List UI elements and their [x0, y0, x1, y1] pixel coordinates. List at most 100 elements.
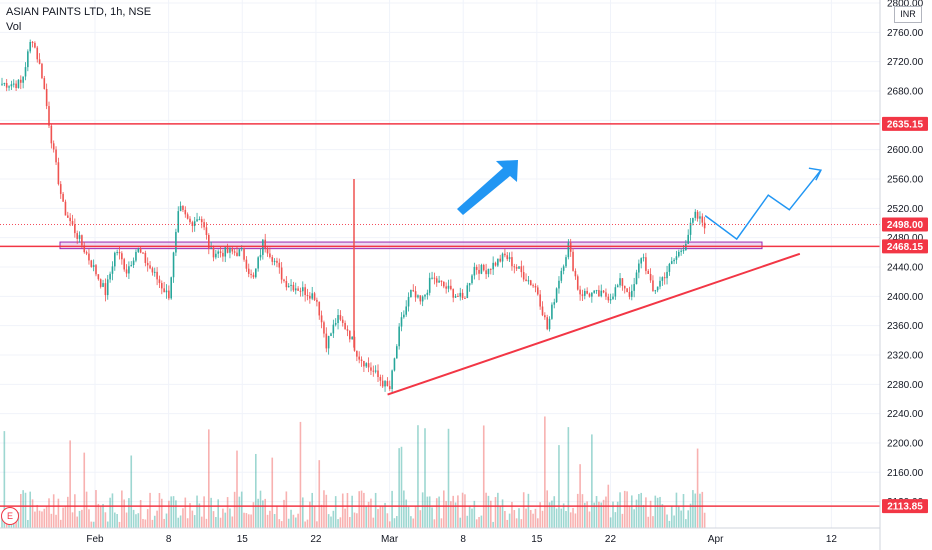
candle-body — [283, 279, 285, 281]
candle-body — [184, 209, 187, 215]
volume-bar — [527, 493, 530, 528]
volume-bar — [602, 499, 605, 528]
candle-body — [257, 257, 259, 269]
candle-body — [114, 252, 116, 267]
candle-body — [269, 253, 271, 258]
candle-body — [555, 288, 558, 303]
volume-bar — [668, 520, 671, 528]
candle-body — [621, 278, 624, 286]
volume-bar — [356, 513, 358, 528]
candle-body — [602, 290, 605, 293]
price-label-box — [882, 116, 928, 131]
candle-body — [156, 271, 158, 280]
volume-bar — [699, 493, 701, 528]
volume-bar — [198, 503, 201, 528]
candle-body — [377, 370, 379, 378]
candle-body — [330, 333, 332, 336]
candle-body — [24, 67, 27, 77]
currency-button[interactable]: INR — [894, 6, 922, 23]
volume-bar — [175, 500, 177, 528]
volume-label: Vol — [6, 21, 22, 33]
x-tick-label: 15 — [531, 534, 543, 545]
volume-bar — [92, 521, 95, 528]
candle-body — [210, 247, 212, 249]
price-axis[interactable]: 2800.002760.002720.002680.002640.002600.… — [879, 0, 924, 550]
volume-bar — [631, 495, 633, 528]
time-axis[interactable]: Feb 8 15 22 Mar 8 15 22 Apr 12 — [0, 527, 880, 545]
candle-body — [633, 284, 635, 291]
candle-body — [593, 290, 595, 293]
candle-body — [616, 285, 619, 288]
candle-body — [332, 324, 335, 334]
y-tick-label: 2480.00 — [887, 233, 924, 244]
candle-body — [675, 256, 678, 260]
volume-bar — [273, 514, 276, 528]
volume-bar — [654, 495, 657, 528]
volume-bar — [74, 494, 76, 528]
candle-body — [304, 287, 306, 296]
candle-body — [445, 286, 447, 289]
candle-body — [696, 211, 699, 219]
candle-body — [349, 330, 351, 340]
volume-bar — [405, 499, 407, 528]
volume-bar — [499, 506, 501, 528]
volume-bar — [304, 521, 306, 528]
candle-body — [240, 248, 243, 250]
candle-body — [428, 277, 431, 293]
candle-body — [59, 184, 62, 194]
volume-bar — [128, 498, 130, 528]
candle-body — [581, 294, 584, 296]
candle-body — [450, 285, 452, 290]
candle-body — [132, 260, 135, 266]
candle-body — [88, 253, 90, 261]
volume-bar — [264, 498, 266, 528]
candle-body — [175, 231, 177, 253]
price-labels: 2635.15 2498.00 2468.15 2113.85 — [882, 116, 928, 514]
volume-bar — [316, 521, 318, 528]
volume-bar — [271, 457, 274, 528]
y-tick-label: 2320.00 — [887, 350, 924, 361]
volume-bar — [396, 516, 398, 528]
volume-bars — [1, 416, 706, 528]
candle-body — [341, 319, 344, 323]
candle-body — [135, 251, 137, 261]
volume-bar — [586, 501, 588, 528]
volume-bar — [123, 499, 125, 528]
candle-body — [548, 318, 551, 330]
candle-body — [471, 275, 473, 284]
candle-body — [78, 235, 81, 239]
volume-bar — [565, 511, 567, 528]
volume-bar — [623, 490, 626, 528]
candle-body — [208, 235, 210, 249]
candle-body — [579, 289, 581, 295]
candle-body — [146, 262, 149, 266]
volume-bar — [572, 507, 574, 528]
candle-body — [417, 295, 419, 298]
volume-bar — [71, 512, 74, 528]
volume-bar — [24, 492, 27, 528]
volume-bar — [656, 497, 659, 528]
volume-bar — [226, 497, 229, 528]
candle-body — [67, 215, 69, 218]
candle-body — [217, 251, 219, 254]
candle-body — [34, 42, 36, 48]
volume-bar — [532, 513, 534, 528]
volume-bar — [278, 519, 281, 528]
x-tick-label: 22 — [605, 534, 617, 545]
candle-body — [297, 288, 299, 291]
candle-body — [168, 290, 170, 299]
volume-bar — [675, 492, 678, 528]
candle-body — [356, 350, 358, 357]
volume-bar — [551, 500, 553, 528]
volume-bar — [548, 502, 551, 528]
candle-body — [384, 381, 386, 387]
candle-body — [699, 216, 701, 219]
volume-bar — [555, 508, 558, 528]
volume-bar — [43, 508, 46, 528]
candle-body — [492, 262, 494, 270]
volume-bar — [438, 496, 440, 528]
volume-bar — [306, 519, 309, 528]
earnings-icon[interactable]: E — [1, 507, 19, 525]
volume-bar — [576, 493, 579, 528]
